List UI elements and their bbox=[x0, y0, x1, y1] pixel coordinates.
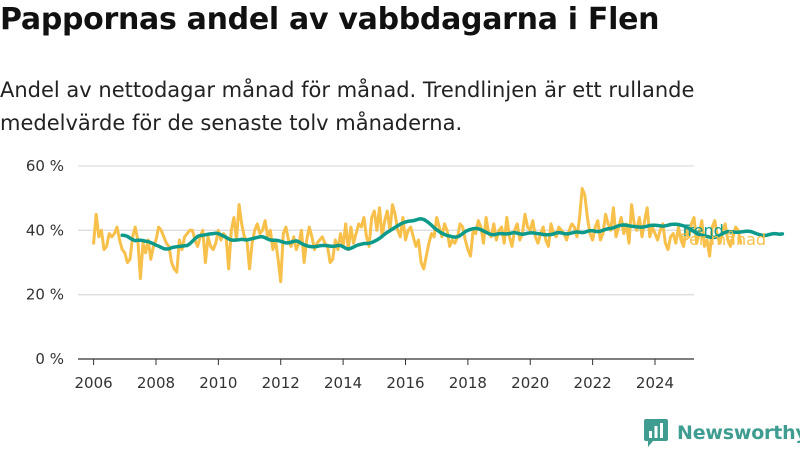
x-tick-label: 2018 bbox=[449, 374, 487, 392]
x-axis: 2006 2008 2010 2012 2014 2016 2018 2020 2022 2024 bbox=[75, 358, 694, 392]
brand: Newsworthy bbox=[644, 419, 800, 447]
x-tick-label: 2014 bbox=[324, 374, 362, 392]
chart-subtitle: Andel av nettodagar månad för månad. Tre… bbox=[0, 78, 695, 135]
y-axis-labels: 0 % 20 % 40 % 60 % bbox=[26, 157, 64, 368]
chart-title: Pappornas andel av vabbdagarna i Flen bbox=[0, 2, 660, 37]
legend-label-monthly: Per månad bbox=[680, 230, 766, 249]
brand-name: Newsworthy bbox=[677, 422, 800, 444]
legend-label-trend: Trend bbox=[679, 221, 724, 240]
y-tick-label: 20 % bbox=[26, 286, 64, 304]
y-tick-label: 0 % bbox=[35, 350, 64, 368]
x-tick-label: 2010 bbox=[199, 374, 237, 392]
monthly-series bbox=[92, 187, 743, 284]
legend-labels: Trend Per månad bbox=[679, 221, 766, 249]
newsworthy-chart-logo-icon bbox=[644, 419, 668, 447]
x-tick-label: 2008 bbox=[137, 374, 175, 392]
y-tick-label: 60 % bbox=[26, 157, 64, 175]
x-tick-label: 2022 bbox=[574, 374, 612, 392]
trend-line bbox=[120, 217, 785, 251]
x-tick-label: 2012 bbox=[262, 374, 300, 392]
x-tick-label: 2024 bbox=[636, 374, 674, 392]
y-tick-label: 40 % bbox=[26, 221, 64, 239]
trend-series bbox=[120, 217, 785, 251]
x-tick-label: 2016 bbox=[386, 374, 424, 392]
x-tick-label: 2006 bbox=[75, 374, 113, 392]
monthly-line bbox=[92, 187, 743, 284]
x-tick-label: 2020 bbox=[511, 374, 549, 392]
